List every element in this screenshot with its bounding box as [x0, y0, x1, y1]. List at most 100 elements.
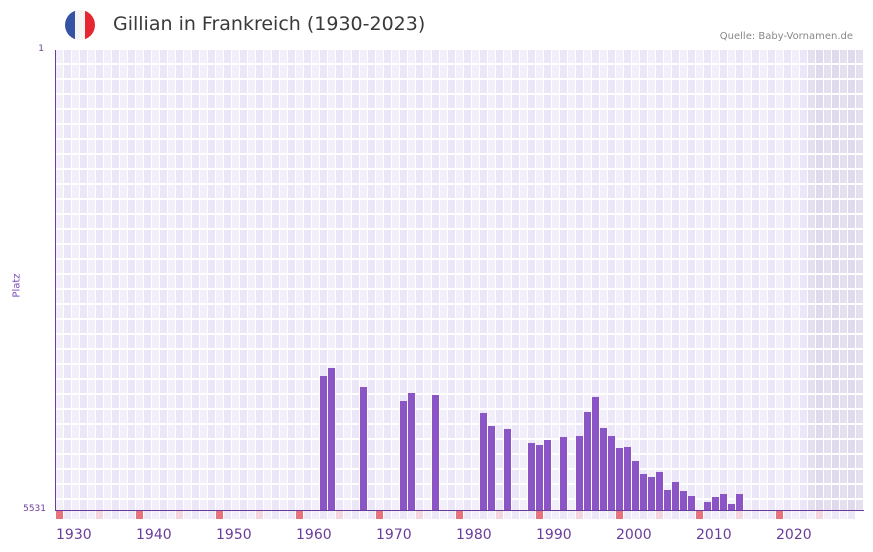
x-strip-cell [552, 511, 559, 519]
grid-gap [71, 50, 72, 510]
grid-gap [127, 50, 128, 510]
x-strip-cell [520, 511, 527, 519]
grid-column [520, 50, 528, 510]
bar-1964[interactable] [328, 368, 335, 510]
bar-1973[interactable] [400, 400, 407, 510]
x-axis-line [55, 510, 864, 511]
x-strip-cell [312, 511, 319, 519]
bar-1983[interactable] [480, 412, 487, 510]
x-strip-cell [328, 511, 335, 519]
x-strip-cell [232, 511, 239, 519]
grid-gap [63, 50, 64, 510]
grid-column [120, 50, 128, 510]
y-axis-label: Platz [11, 273, 23, 298]
bar-1977[interactable] [432, 394, 439, 510]
grid-column [264, 50, 272, 510]
grid-gap [615, 50, 616, 510]
x-strip-cell [440, 511, 447, 519]
grid-gap [647, 50, 648, 510]
x-strip-cell [160, 511, 167, 519]
bar-2008[interactable] [680, 490, 687, 510]
x-strip-cell [72, 511, 79, 519]
x-strip-cell [96, 511, 103, 519]
grid-gap [455, 50, 456, 510]
bar-2015[interactable] [736, 493, 743, 510]
bar-1993[interactable] [560, 436, 567, 510]
x-strip-cell [688, 511, 695, 519]
grid-column [104, 50, 112, 510]
grid-column [184, 50, 192, 510]
x-strip-cell [480, 511, 487, 519]
x-strip-cell [336, 511, 343, 519]
grid-column [744, 50, 752, 510]
y-tick-top: 1 [38, 44, 44, 54]
bar-2006[interactable] [664, 489, 671, 510]
bar-2003[interactable] [640, 473, 647, 510]
bar-1984[interactable] [488, 426, 495, 510]
grid-column [208, 50, 216, 510]
x-strip-cell [768, 511, 775, 519]
x-tick-label: 1950 [216, 527, 252, 543]
bar-2009[interactable] [688, 495, 695, 510]
grid-column [376, 50, 384, 510]
grid-gap [751, 50, 752, 510]
x-strip-cell [488, 511, 495, 519]
bar-1986[interactable] [504, 428, 511, 510]
grid-gap [463, 50, 464, 510]
grid-column [176, 50, 184, 510]
bar-2000[interactable] [616, 447, 623, 510]
bar-2004[interactable] [648, 476, 655, 510]
grid-gap [319, 50, 320, 510]
bar-2002[interactable] [632, 460, 639, 510]
grid-column [776, 50, 784, 510]
bar-1999[interactable] [608, 435, 615, 510]
chart-title: Gillian in Frankreich (1930-2023) [113, 13, 426, 35]
grid-gap [679, 50, 680, 510]
x-strip-cell [80, 511, 87, 519]
grid-column [808, 50, 816, 510]
x-strip-cell [576, 511, 583, 519]
grid-column [288, 50, 296, 510]
bar-2011[interactable] [704, 501, 711, 510]
bar-1974[interactable] [408, 392, 415, 510]
bar-2001[interactable] [624, 446, 631, 510]
grid-gap [503, 50, 504, 510]
x-tick-label: 1990 [536, 527, 572, 543]
bar-1997[interactable] [592, 396, 599, 510]
grid-column [512, 50, 520, 510]
grid-column [320, 50, 328, 510]
grid-gap [847, 50, 848, 510]
bar-1989[interactable] [528, 442, 535, 510]
grid-column [96, 50, 104, 510]
x-strip-cell [240, 511, 247, 519]
bar-1996[interactable] [584, 411, 591, 510]
bar-2013[interactable] [720, 493, 727, 510]
bar-2007[interactable] [672, 481, 679, 510]
grid-gap [119, 50, 120, 510]
x-strip-cell [384, 511, 391, 519]
grid-gap [215, 50, 216, 510]
grid-column [848, 50, 856, 510]
bar-1968[interactable] [360, 386, 367, 510]
grid-gap [807, 50, 808, 510]
bar-1998[interactable] [600, 427, 607, 510]
bar-1995[interactable] [576, 435, 583, 510]
x-strip-cell [184, 511, 191, 519]
grid-column [768, 50, 776, 510]
bar-2014[interactable] [728, 503, 735, 510]
grid-column [712, 50, 720, 510]
bar-1991[interactable] [544, 439, 551, 510]
x-strip-cell [712, 511, 719, 519]
bar-2012[interactable] [712, 496, 719, 510]
grid-gap [767, 50, 768, 510]
grid-column [352, 50, 360, 510]
grid-gap [415, 50, 416, 510]
x-tick-label: 2020 [776, 527, 812, 543]
grid-column [704, 50, 712, 510]
bar-1963[interactable] [320, 376, 327, 510]
bar-2005[interactable] [656, 472, 663, 510]
bar-1990[interactable] [536, 444, 543, 510]
grid-gap [199, 50, 200, 510]
grid-column [840, 50, 848, 510]
grid-column [608, 50, 616, 510]
